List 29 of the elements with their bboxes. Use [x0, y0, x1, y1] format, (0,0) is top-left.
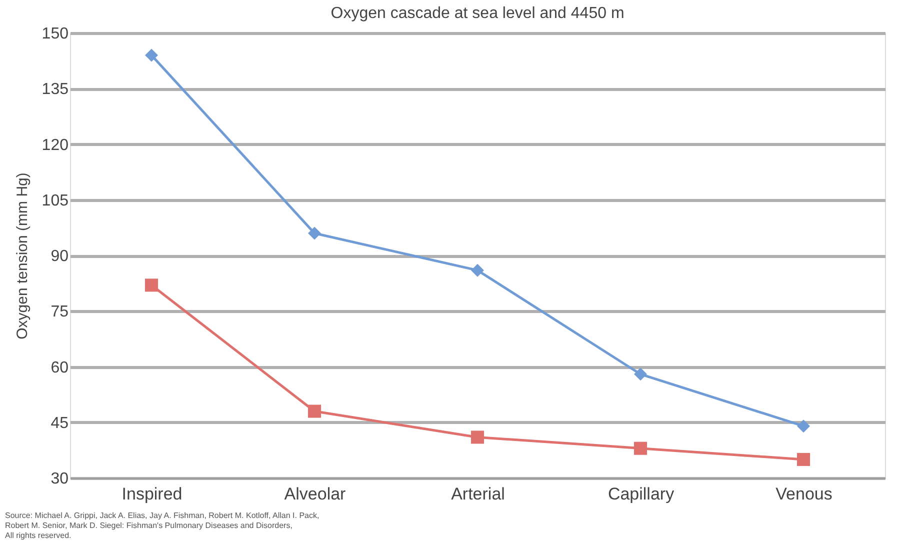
y-tick-label: 45 [50, 414, 69, 432]
point [634, 368, 648, 381]
point [470, 264, 484, 277]
x-tick-label: Arterial [451, 484, 505, 504]
y-tick-label: 30 [50, 470, 69, 488]
y-tick-label: 150 [42, 26, 69, 42]
point [796, 452, 810, 466]
y-tick-label: 105 [42, 192, 69, 210]
source-note: Source: Michael A. Grippi, Jack A. Elias, Jay A. Fishman, Robert M. Kotloff, Allan I. Pack, [5, 511, 320, 520]
x-tick-label: Inspired [122, 484, 182, 504]
point [308, 404, 322, 418]
point [470, 430, 484, 444]
chart-title: Oxygen cascade at sea level and 4450 m [330, 5, 624, 22]
point [144, 48, 158, 62]
y-axis-title: Oxygen tension (mm Hg) [14, 172, 31, 340]
y-tick-label: 60 [50, 359, 69, 376]
y-tick-label: 90 [50, 248, 69, 265]
x-tick-label: Capillary [608, 484, 675, 504]
x-tick-label: Alveolar [284, 484, 346, 504]
point [308, 226, 322, 240]
y-tick-label: 135 [42, 81, 69, 98]
text: Robert M. Senior, Mark D. Siegel: Fishman's Pulmonary Diseases and Disorders, [5, 521, 292, 530]
point [796, 420, 810, 433]
point [634, 442, 648, 455]
text: All rights reserved. [5, 531, 72, 540]
y-tick-label: 75 [50, 304, 69, 321]
point [144, 278, 158, 292]
x-tick-label: Venous [776, 484, 832, 504]
y-tick-label: 120 [42, 136, 69, 154]
